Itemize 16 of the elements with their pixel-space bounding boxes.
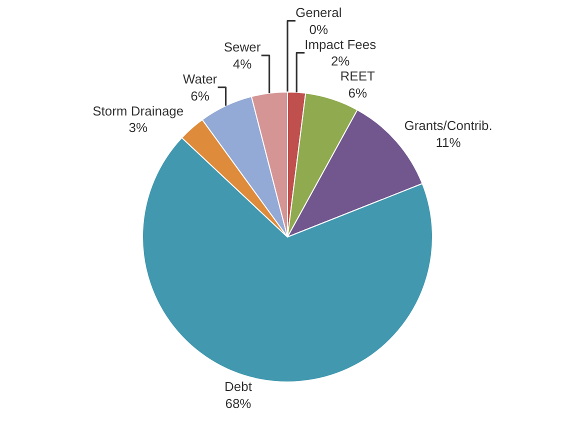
data-label: 4% [232,56,252,72]
data-label: 6% [190,88,210,104]
slice-label: REET [340,68,376,84]
data-label: 2% [330,54,350,69]
category-label: General [295,4,342,20]
slice-label: Debt [224,378,252,394]
slice-label: Water [182,71,218,86]
data-label: 68% [225,396,252,411]
slice-label: Storm Drainage [92,103,184,118]
data-label: 6% [348,86,368,101]
slice-label: Impact Fees [304,36,377,52]
data-label: 11% [436,135,462,150]
data-label: 3% [128,120,148,136]
slice-label: Grants/Contrib. [404,118,492,134]
slice-label: Sewer [224,40,262,55]
text: 0% [309,22,328,37]
